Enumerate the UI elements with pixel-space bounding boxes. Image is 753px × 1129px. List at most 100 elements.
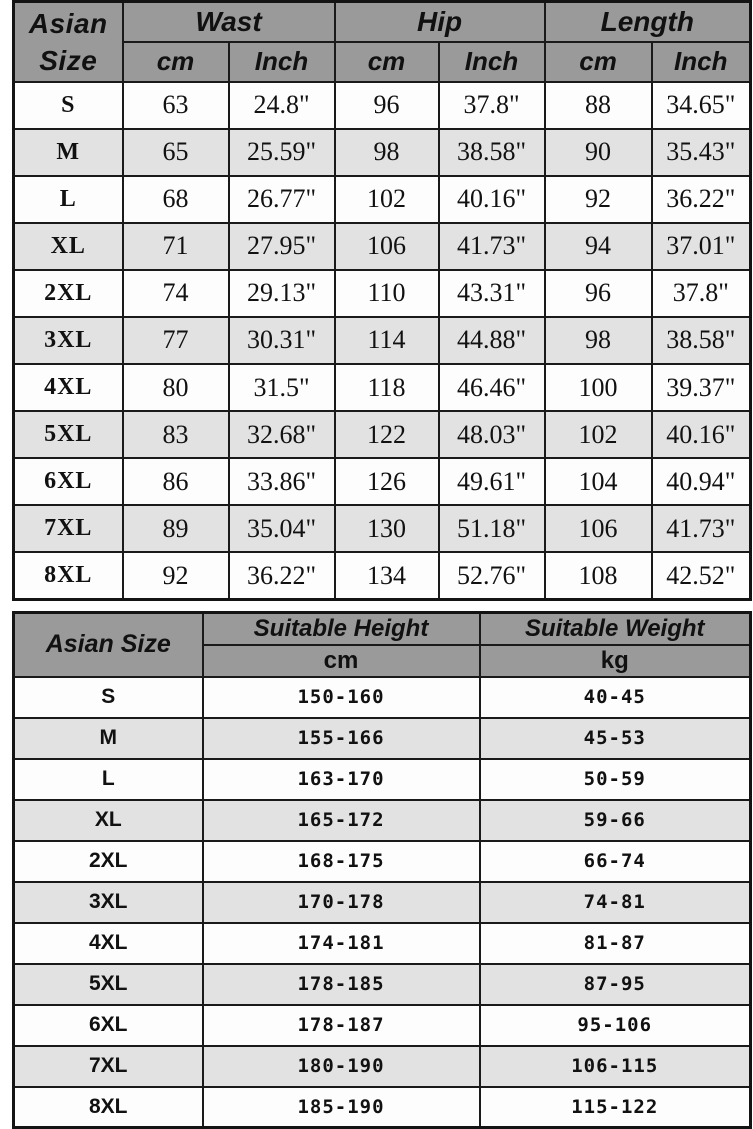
- hip-inch-cell: 52.76": [437, 551, 546, 601]
- table-row: S 150-160 40-45: [12, 675, 752, 719]
- size-cell: 3XL: [12, 315, 124, 365]
- size-cell: XL: [12, 221, 124, 271]
- length-cm-cell: 98: [543, 315, 653, 365]
- size-cell: 4XL: [12, 921, 204, 965]
- size-cell: 8XL: [12, 1085, 204, 1129]
- table-row: M 65 25.59" 98 38.58" 90 35.43": [12, 127, 752, 177]
- waist-cm-cell: 77: [121, 315, 230, 365]
- weight-cell: 81-87: [478, 921, 752, 965]
- length-cm-cell: 96: [543, 268, 653, 318]
- height-cell: 170-178: [201, 880, 481, 924]
- table-row: 7XL 89 35.04" 130 51.18" 106 41.73": [12, 504, 752, 554]
- table-row: 3XL 170-178 74-81: [12, 880, 752, 924]
- height-cell: 163-170: [201, 757, 481, 801]
- weight-cell: 87-95: [478, 962, 752, 1006]
- corner-header-line1: Asian: [28, 7, 108, 39]
- table-row: S 63 24.8" 96 37.8" 88 34.65": [12, 80, 752, 130]
- waist-inch-cell: 35.04": [227, 504, 336, 554]
- waist-cm-cell: 80: [121, 362, 230, 413]
- header-row-units: cm Inch cm Inch cm Inch: [14, 40, 752, 83]
- size-cell: M: [12, 127, 124, 177]
- size-cell: 2XL: [12, 839, 204, 883]
- length-inch-cell: 41.73": [650, 504, 752, 554]
- size-cell: 7XL: [12, 504, 124, 554]
- size-cell: 5XL: [12, 962, 204, 1006]
- size-cell: 3XL: [12, 880, 204, 924]
- length-cm-cell: 106: [543, 504, 653, 554]
- waist-inch-cell: 24.8": [227, 80, 336, 130]
- length-cm-cell: 104: [543, 457, 653, 507]
- waist-cm-cell: 89: [121, 504, 230, 554]
- table-row: M 155-166 45-53: [12, 716, 752, 760]
- height-cell: 150-160: [201, 675, 481, 719]
- corner-header-line2: Size: [39, 44, 98, 76]
- length-inch-cell: 36.22": [650, 174, 752, 224]
- table-row: 2XL 74 29.13" 110 43.31" 96 37.8": [12, 268, 752, 318]
- header-row-groups: Asian Size Wast Hip Length: [12, 0, 752, 83]
- hip-cm-cell: 110: [333, 268, 440, 318]
- waist-inch-cell: 29.13": [227, 268, 336, 318]
- table-row: XL 165-172 59-66: [12, 798, 752, 842]
- table-row: 4XL 174-181 81-87: [12, 921, 752, 965]
- length-cm-cell: 88: [543, 80, 653, 130]
- size-cell: 7XL: [12, 1044, 204, 1088]
- length-inch-cell: 39.37": [650, 362, 752, 413]
- waist-cm-cell: 63: [121, 80, 230, 130]
- weight-cell: 106-115: [478, 1044, 752, 1088]
- hip-inch-cell: 46.46": [437, 362, 546, 413]
- subheader-length-inch: Inch: [650, 40, 752, 83]
- table-row: 7XL 180-190 106-115: [12, 1044, 752, 1088]
- length-inch-cell: 40.94": [650, 457, 752, 507]
- height-cell: 165-172: [201, 798, 481, 842]
- hip-inch-cell: 49.61": [437, 457, 546, 507]
- length-inch-cell: 34.65": [650, 80, 752, 130]
- size-cell: 2XL: [12, 268, 124, 318]
- subheader-hip-cm: cm: [333, 40, 440, 83]
- subheader-waist-cm: cm: [121, 40, 230, 83]
- table-row: 2XL 168-175 66-74: [12, 839, 752, 883]
- corner-header-asian-size: Asian Size: [12, 611, 204, 678]
- waist-cm-cell: 86: [121, 457, 230, 507]
- corner-header-asian-size: Asian Size: [12, 0, 124, 83]
- height-cell: 178-185: [201, 962, 481, 1006]
- waist-inch-cell: 27.95": [227, 221, 336, 271]
- height-cell: 168-175: [201, 839, 481, 883]
- fit-guide-table-body: S 150-160 40-45 M 155-166 45-53 L 163-170 50-5…: [12, 675, 752, 1129]
- weight-cell: 66-74: [478, 839, 752, 883]
- size-cell: M: [12, 716, 204, 760]
- weight-cell: 59-66: [478, 798, 752, 842]
- size-cell: 4XL: [12, 362, 124, 413]
- hip-cm-cell: 106: [333, 221, 440, 271]
- hip-inch-cell: 51.18": [437, 504, 546, 554]
- hip-inch-cell: 48.03": [437, 410, 546, 460]
- length-cm-cell: 108: [543, 551, 653, 601]
- measurements-table-header: Asian Size Wast Hip Length cm Inch cm In…: [12, 0, 752, 83]
- table-row: 3XL 77 30.31" 114 44.88" 98 38.58": [12, 315, 752, 365]
- waist-inch-cell: 33.86": [227, 457, 336, 507]
- table-row: L 163-170 50-59: [12, 757, 752, 801]
- header-row-units: cm kg: [14, 643, 752, 678]
- hip-cm-cell: 96: [333, 80, 440, 130]
- group-header-suitable-height: Suitable Height: [201, 611, 481, 646]
- hip-cm-cell: 102: [333, 174, 440, 224]
- size-cell: XL: [12, 798, 204, 842]
- group-header-length: Length: [543, 0, 752, 43]
- length-inch-cell: 37.01": [650, 221, 752, 271]
- hip-inch-cell: 40.16": [437, 174, 546, 224]
- waist-cm-cell: 74: [121, 268, 230, 318]
- waist-cm-cell: 92: [121, 551, 230, 601]
- subheader-waist-inch: Inch: [227, 40, 336, 83]
- length-cm-cell: 102: [543, 410, 653, 460]
- length-inch-cell: 38.58": [650, 315, 752, 365]
- length-cm-cell: 94: [543, 221, 653, 271]
- waist-inch-cell: 25.59": [227, 127, 336, 177]
- subheader-height-cm: cm: [201, 643, 481, 678]
- waist-inch-cell: 32.68": [227, 410, 336, 460]
- waist-inch-cell: 30.31": [227, 315, 336, 365]
- group-header-hip: Hip: [333, 0, 546, 43]
- table-row: XL 71 27.95" 106 41.73" 94 37.01": [12, 221, 752, 271]
- weight-cell: 45-53: [478, 716, 752, 760]
- size-cell: 8XL: [12, 551, 124, 601]
- hip-inch-cell: 44.88": [437, 315, 546, 365]
- size-cell: 5XL: [12, 410, 124, 460]
